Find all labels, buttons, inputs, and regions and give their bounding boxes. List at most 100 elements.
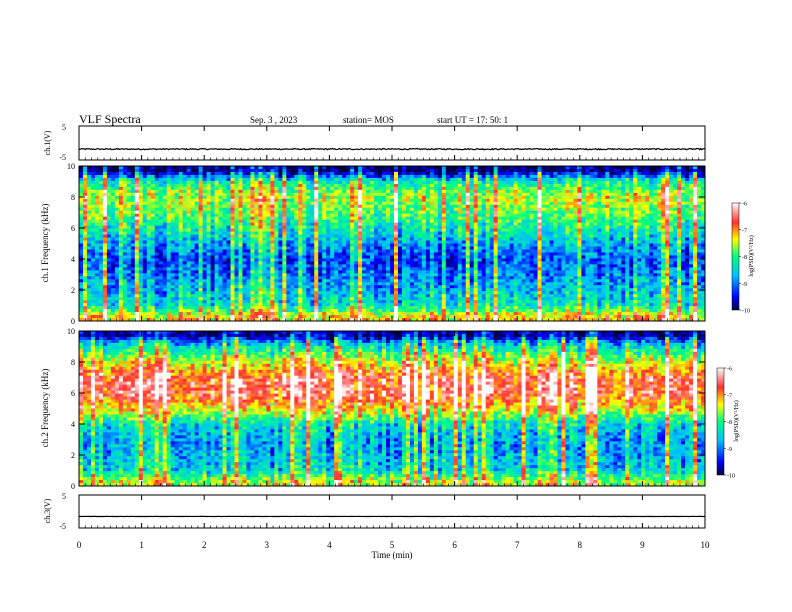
spectrogram-cell-1 (322, 219, 327, 224)
spectrogram-cell-1 (90, 312, 96, 316)
spectrogram-cell-1 (310, 306, 315, 310)
spectrogram-cell-1 (174, 213, 180, 218)
spectrogram-cell-1 (118, 166, 124, 170)
spectrogram-cell-1 (150, 180, 156, 185)
spectrogram-cell-1 (433, 294, 439, 298)
spectrogram-cell-1 (393, 180, 399, 185)
spectrogram-cell-1 (334, 237, 339, 241)
spectrogram-cell-1 (174, 183, 180, 188)
spectrogram-cell-1 (366, 177, 371, 182)
spectrogram-cell-1 (150, 204, 156, 209)
spectrogram-cell-1 (457, 195, 463, 200)
spectrogram-cell-1 (162, 204, 168, 209)
spectrogram-cell-1 (226, 270, 231, 274)
spectrogram-cell-1 (154, 318, 160, 321)
spectrogram-cell-1 (302, 240, 307, 244)
spectrogram-cell-1 (222, 177, 227, 182)
spectrogram-cell-1 (146, 270, 152, 274)
spectrogram-cell-1 (98, 213, 104, 218)
spectrogram-cell-1 (354, 186, 359, 191)
spectrogram-cell-1 (294, 309, 299, 313)
spectrogram-cell-1 (138, 189, 144, 194)
spectrogram-cell-1 (158, 309, 164, 313)
spectrogram-cell-1 (98, 246, 104, 250)
spectrogram-cell-1 (270, 183, 275, 188)
spectrogram-cell-1 (94, 186, 100, 191)
spectrogram-cell-1 (413, 273, 419, 277)
spectrogram-cell-1 (378, 246, 383, 250)
spectrogram-cell-1 (354, 168, 359, 173)
spectrogram-cell-1 (106, 285, 112, 289)
spectrogram-cell-1 (262, 291, 267, 295)
spectrogram-cell-1 (350, 177, 355, 182)
spectrogram-cell-1 (250, 303, 255, 307)
spectrogram-cell-1 (242, 261, 247, 265)
spectrogram-cell-1 (154, 174, 160, 179)
spectrogram-cell-1 (262, 297, 267, 301)
spectrogram-cell-1 (186, 288, 192, 292)
spectrogram-cell-1 (134, 315, 140, 319)
spectrogram-cell-1 (393, 177, 399, 182)
spectrogram-cell-1 (114, 306, 120, 310)
spectrogram-cell-1 (178, 207, 184, 212)
spectrogram-cell-1 (158, 279, 164, 283)
spectrogram-cell-1 (397, 192, 403, 197)
spectrogram-cell-1 (114, 240, 120, 244)
spectrogram-cell-1 (433, 276, 439, 280)
spectrogram-cell-1 (234, 246, 239, 250)
spectrogram-cell-1 (146, 246, 152, 250)
spectrogram-cell-1 (98, 166, 104, 170)
spectrogram-cell-1 (417, 288, 423, 292)
spectrogram-cell-1 (342, 249, 347, 253)
spectrogram-cell-1 (417, 231, 423, 235)
spectrogram-cell-1 (226, 273, 231, 277)
spectrogram-cell-1 (330, 270, 335, 274)
spectrogram-cell-1 (354, 166, 359, 170)
spectrogram-cell-1 (437, 183, 443, 188)
spectrogram-cell-1 (441, 222, 447, 227)
spectrogram-cell-1 (330, 252, 335, 256)
spectrogram-cell-1 (425, 198, 431, 203)
spectrogram-cell-1 (134, 243, 140, 247)
spectrogram-cell-1 (182, 201, 188, 206)
spectrogram-cell-1 (138, 207, 144, 212)
spectrogram-cell-1 (118, 228, 124, 232)
spectrogram-cell-1 (390, 243, 395, 247)
spectrogram-cell-1 (82, 282, 88, 286)
spectrogram-cell-1 (194, 237, 200, 241)
spectrogram-cell-1 (314, 183, 319, 188)
spectrogram-cell-1 (202, 300, 207, 304)
spectrogram-cell-1 (126, 195, 132, 200)
spectrogram-cell-1 (142, 258, 148, 262)
spectrogram-cell-1 (382, 279, 387, 283)
spectrogram-cell-1 (274, 315, 279, 319)
spectrogram-cell-1 (449, 213, 455, 218)
spectrogram-cell-1 (82, 216, 88, 221)
spectrogram-cell-1 (246, 306, 251, 310)
spectrogram-cell-1 (234, 243, 239, 247)
spectrogram-cell-1 (226, 276, 231, 280)
spectrogram-cell-1 (425, 216, 431, 221)
spectrogram-cell-1 (425, 291, 431, 295)
spectrogram-cell-1 (194, 258, 200, 262)
spectrogram-cell-1 (370, 297, 375, 301)
spectrogram-cell-1 (118, 288, 124, 292)
spectrogram-cell-1 (350, 291, 355, 295)
spectrogram-cell-1 (453, 285, 459, 289)
spectrogram-cell-1 (174, 240, 180, 244)
spectrogram-cell-1 (453, 219, 459, 224)
spectrogram-cell-1 (254, 276, 259, 280)
spectrogram-cell-1 (154, 249, 160, 253)
spectrogram-cell-1 (178, 279, 184, 283)
spectrogram-cell-1 (413, 204, 419, 209)
spectrogram-cell-1 (290, 225, 295, 229)
spectrogram-cell-1 (298, 219, 303, 224)
spectrogram-cell-1 (246, 204, 251, 209)
spectrogram-cell-1 (433, 237, 439, 241)
spectrogram-cell-1 (254, 219, 259, 224)
spectrogram-cell-1 (397, 309, 403, 313)
spectrogram-cell-1 (282, 279, 287, 283)
spectrogram-cell-1 (282, 183, 287, 188)
spectrogram-cell-1 (326, 192, 331, 197)
spectrogram-cell-1 (334, 300, 339, 304)
